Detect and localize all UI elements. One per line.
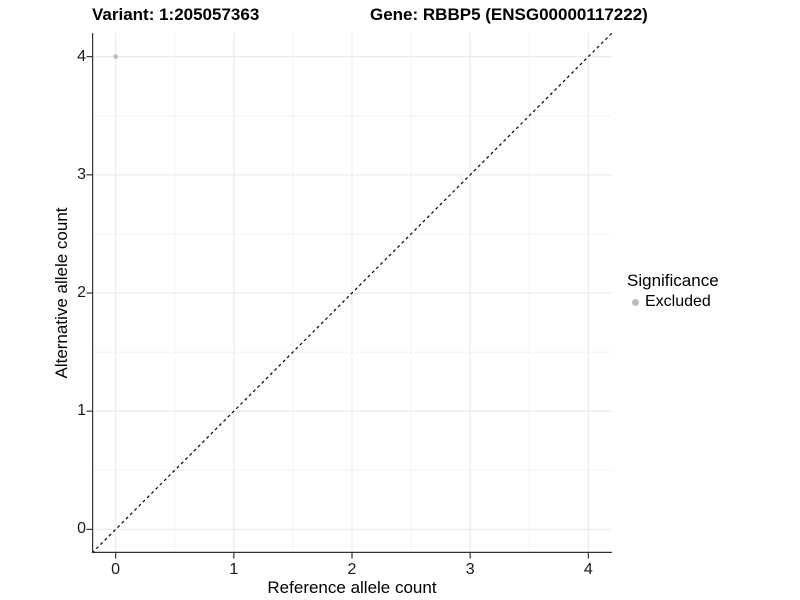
x-tick-label: 0 [111, 561, 121, 578]
legend-item-label: Excluded [645, 293, 711, 310]
y-tick-label: 4 [77, 47, 86, 65]
plot-panel: Reference allele count Alternative allel… [52, 32, 613, 597]
data-point [113, 54, 118, 59]
legend-title: Significance [627, 271, 719, 290]
y-tick-label: 1 [77, 402, 86, 420]
plot-title-variant: Variant: 1:205057363 [92, 5, 260, 24]
identity-line [91, 32, 613, 554]
legend-item: Excluded [627, 293, 719, 311]
legend-items: Excluded [627, 293, 719, 311]
x-tick-label: 1 [229, 561, 239, 578]
x-axis-label: Reference allele count [267, 578, 437, 597]
x-tick-label: 2 [347, 561, 357, 578]
x-tick-label: 3 [465, 561, 475, 578]
y-tick-label: 3 [77, 165, 86, 183]
legend-key-dot [627, 294, 644, 311]
plot-title-gene: Gene: RBBP5 (ENSG00000117222) [370, 5, 648, 24]
x-tick-label: 4 [583, 561, 593, 578]
y-tick-label: 2 [77, 284, 86, 301]
y-tick-label: 0 [77, 520, 86, 538]
legend: Significance Excluded [627, 271, 719, 311]
plot-canvas [86, 32, 613, 559]
